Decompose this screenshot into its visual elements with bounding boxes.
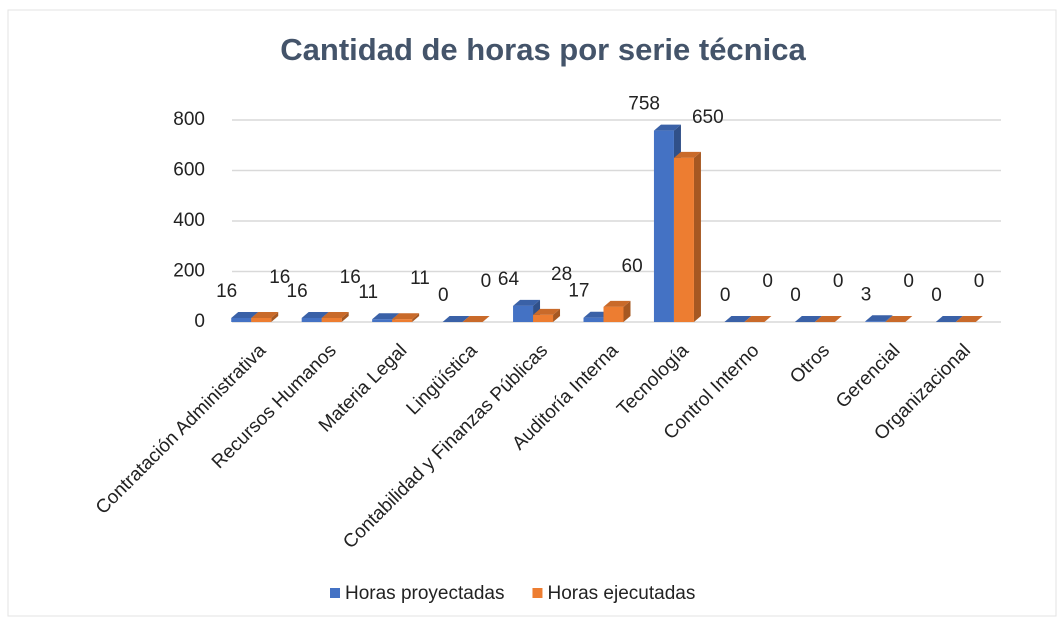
y-tick-label: 800 <box>173 109 205 130</box>
data-label: 758 <box>628 94 660 115</box>
bar-front <box>392 319 413 322</box>
data-label: 16 <box>340 267 361 288</box>
bar <box>513 299 541 322</box>
bar-top <box>744 316 772 322</box>
bar-front <box>865 321 886 322</box>
data-label: 16 <box>269 267 290 288</box>
bar-top <box>513 299 541 306</box>
bar <box>462 316 490 323</box>
bar <box>935 316 963 323</box>
bar-top <box>251 311 279 318</box>
data-label: 0 <box>438 285 449 306</box>
bar-front <box>321 317 342 322</box>
bar-top <box>724 316 752 322</box>
bar-side <box>623 300 631 322</box>
y-tick-label: 0 <box>194 311 205 332</box>
bar-top <box>653 124 681 131</box>
legend-swatch <box>532 588 543 598</box>
bar <box>814 316 842 323</box>
bar <box>865 315 893 322</box>
bar <box>392 313 420 322</box>
data-label: 0 <box>833 271 844 292</box>
data-label: 3 <box>861 284 872 305</box>
bar <box>885 316 913 323</box>
bar <box>794 316 822 323</box>
bar <box>955 316 983 323</box>
data-label: 11 <box>358 282 378 303</box>
data-label: 28 <box>551 264 572 285</box>
bar <box>724 316 752 323</box>
bar-top <box>955 316 983 322</box>
data-label: 17 <box>568 281 589 302</box>
bar-top <box>231 311 259 318</box>
bar-side <box>553 308 561 322</box>
bar-top <box>673 151 701 158</box>
bar <box>251 311 279 322</box>
data-label: 60 <box>622 256 643 277</box>
legend-label: Horas proyectadas <box>345 583 504 604</box>
bar-side <box>412 313 420 322</box>
bar-top <box>603 300 631 307</box>
bar <box>442 316 470 323</box>
bar-front <box>301 317 322 322</box>
data-label: 0 <box>762 271 773 292</box>
bar-top <box>462 316 490 322</box>
data-label: 0 <box>720 285 731 306</box>
bar-side <box>885 315 893 322</box>
bar-top <box>794 316 822 322</box>
bar-top <box>392 313 420 320</box>
bar <box>744 316 772 323</box>
data-label: 0 <box>974 271 985 292</box>
y-tick-label: 600 <box>173 160 205 181</box>
chart-title: Cantidad de horas por serie técnica <box>280 32 806 67</box>
bar-front <box>513 305 534 322</box>
bar-front <box>372 319 393 322</box>
bar-top <box>865 315 893 322</box>
bar <box>321 311 349 322</box>
data-label: 0 <box>931 285 942 306</box>
bar <box>603 300 631 322</box>
data-label: 64 <box>498 269 520 290</box>
data-label: 0 <box>790 285 801 306</box>
bar <box>533 308 561 322</box>
bar-top <box>301 311 329 318</box>
bar-top <box>885 316 913 322</box>
legend-label: Horas ejecutadas <box>547 583 695 604</box>
data-label: 16 <box>287 281 308 302</box>
bar-front <box>231 317 252 322</box>
bar-top <box>321 311 349 318</box>
bar-front <box>653 130 674 322</box>
legend-swatch <box>330 588 340 598</box>
data-label: 11 <box>410 268 430 289</box>
data-label: 0 <box>903 271 914 292</box>
bar-top <box>814 316 842 322</box>
bar-top <box>533 308 561 315</box>
bar <box>673 151 701 322</box>
bar-side <box>271 311 279 322</box>
bar-side <box>341 311 349 322</box>
data-label: 650 <box>692 107 724 128</box>
bar-top <box>372 313 400 320</box>
bar-front <box>603 306 624 322</box>
data-label: 0 <box>481 271 492 292</box>
y-tick-label: 400 <box>173 210 205 231</box>
bar-front <box>583 317 604 322</box>
bar-top <box>935 316 963 322</box>
data-label: 16 <box>216 281 237 302</box>
y-tick-label: 200 <box>173 261 205 282</box>
bar-top <box>442 316 470 322</box>
bar-front <box>533 314 554 322</box>
bar-front <box>673 157 694 322</box>
bar-front <box>251 317 272 322</box>
bar-side <box>693 151 701 322</box>
